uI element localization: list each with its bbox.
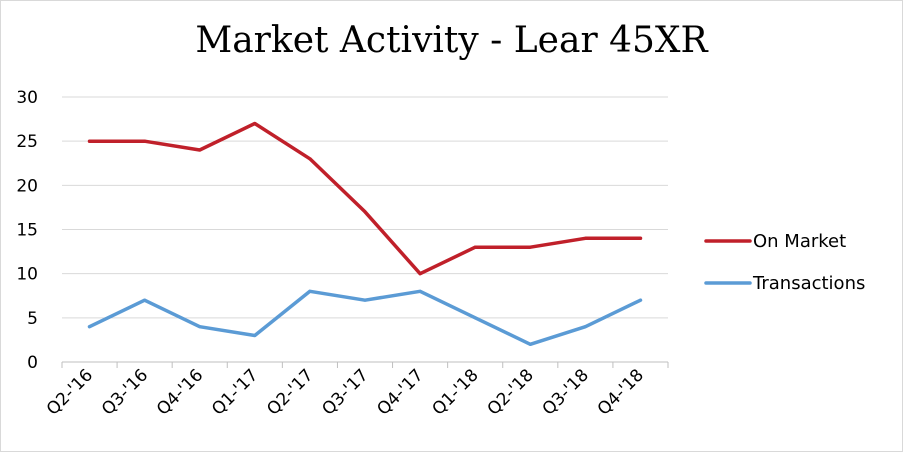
x-tick-label: Q4-'16 [153,365,207,419]
x-tick-label: Q4-'18 [594,365,648,419]
x-tick-label: Q2-'16 [43,365,97,419]
x-tick-label: Q3-'16 [98,365,152,419]
data-point [638,298,642,302]
data-point [308,289,312,293]
y-tick-label: 20 [16,176,38,196]
data-point [418,289,422,293]
data-point [88,325,92,329]
data-point [418,272,422,276]
data-point [473,316,477,320]
data-point [143,298,147,302]
x-tick-label: Q1-'17 [208,365,262,419]
legend-label: Transactions [752,273,865,294]
chart-title: Market Activity - Lear 45XR [195,20,708,61]
data-point [473,245,477,249]
y-tick-label: 15 [16,221,38,241]
data-point [198,148,202,152]
data-point [583,236,587,240]
data-point [583,325,587,329]
data-point [308,157,312,161]
y-tick-label: 30 [16,88,38,108]
x-tick-label: Q4-'17 [373,365,427,419]
y-tick-label: 0 [27,353,38,373]
y-tick-label: 10 [16,265,38,285]
x-tick-label: Q3-'17 [318,365,372,419]
legend-label: On Market [753,231,846,252]
data-point [363,210,367,214]
x-tick-label: Q2-'17 [263,365,317,419]
y-tick-label: 5 [27,309,38,329]
data-point [253,334,257,337]
data-point [143,139,147,143]
x-tick-label: Q3-'18 [539,365,593,419]
data-point [363,298,367,302]
data-point [528,342,532,346]
x-tick-label: Q2-'18 [484,365,538,419]
data-point [528,245,532,249]
data-point [198,325,202,329]
data-point [253,122,257,125]
series-line-0 [87,121,643,276]
y-tick-label: 25 [16,132,38,152]
x-tick-label: Q1-'18 [429,365,483,419]
data-point [638,236,642,240]
data-point [88,139,92,143]
